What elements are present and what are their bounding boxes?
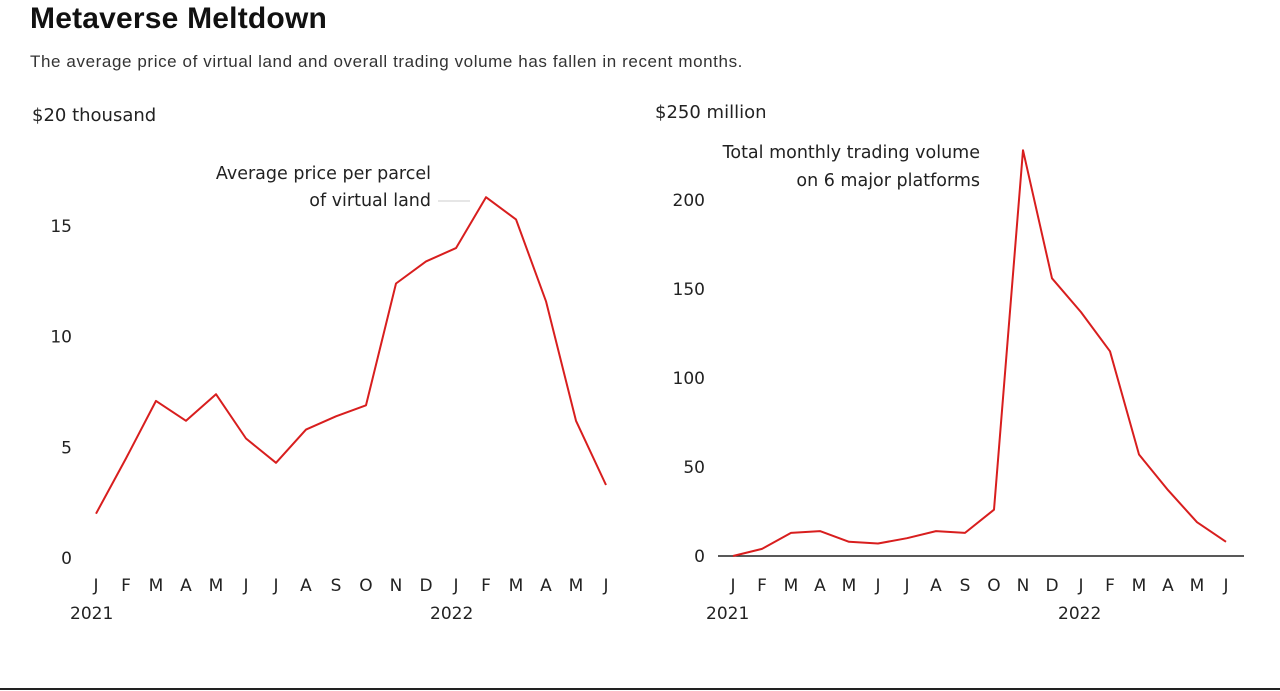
volume-ytick-150: 150 bbox=[673, 280, 705, 300]
price-ytick-10: 10 bbox=[50, 328, 72, 348]
volume-xtick-16: M bbox=[1190, 576, 1205, 596]
volume-annotation-line1: Total monthly trading volume bbox=[722, 143, 980, 163]
volume-year-2022: 2022 bbox=[1058, 604, 1101, 624]
volume-xtick-7: A bbox=[930, 576, 942, 596]
price-y-axis: 15 10 5 0 bbox=[50, 217, 72, 569]
volume-series-line bbox=[732, 149, 1227, 557]
price-xtick-6: J bbox=[272, 576, 278, 596]
price-xtick-7: A bbox=[300, 576, 312, 596]
price-xtick-0: J bbox=[92, 576, 98, 596]
volume-xtick-8: S bbox=[960, 576, 971, 596]
price-ytick-5: 5 bbox=[61, 438, 72, 458]
volume-xtick-3: A bbox=[814, 576, 826, 596]
volume-xtick-15: A bbox=[1162, 576, 1174, 596]
price-year-2022: 2022 bbox=[430, 604, 473, 624]
volume-xtick-12: J bbox=[1077, 576, 1083, 596]
price-xtick-14: M bbox=[509, 576, 524, 596]
volume-ytick-100: 100 bbox=[673, 369, 705, 389]
price-top-label: $20 thousand bbox=[32, 105, 156, 126]
price-series-line bbox=[95, 196, 607, 515]
volume-ytick-0: 0 bbox=[694, 547, 705, 567]
volume-year-2021: 2021 bbox=[706, 604, 749, 624]
price-ytick-0: 0 bbox=[61, 549, 72, 569]
volume-y-axis: 200 150 100 50 0 bbox=[673, 191, 705, 567]
price-annotation-line2: of virtual land bbox=[309, 191, 431, 211]
price-chart: $20 thousand Average price per parcel of… bbox=[32, 105, 609, 624]
price-xtick-11: D bbox=[419, 576, 432, 596]
volume-xtick-9: O bbox=[987, 576, 1000, 596]
price-xtick-8: S bbox=[331, 576, 342, 596]
volume-xtick-0: J bbox=[729, 576, 735, 596]
price-annotation-line1: Average price per parcel bbox=[216, 164, 431, 184]
price-xtick-10: N bbox=[390, 576, 403, 596]
volume-xtick-5: J bbox=[874, 576, 880, 596]
price-xtick-2: M bbox=[149, 576, 164, 596]
price-xtick-4: M bbox=[209, 576, 224, 596]
volume-xtick-4: M bbox=[842, 576, 857, 596]
price-ytick-15: 15 bbox=[50, 217, 72, 237]
bottom-rule bbox=[0, 688, 1280, 690]
price-xtick-5: J bbox=[242, 576, 248, 596]
volume-top-label: $250 million bbox=[655, 102, 767, 123]
price-xtick-12: J bbox=[452, 576, 458, 596]
price-xtick-1: F bbox=[121, 576, 131, 596]
volume-ytick-50: 50 bbox=[683, 458, 705, 478]
volume-chart: $250 million Total monthly trading volum… bbox=[655, 102, 1244, 624]
price-year-2021: 2021 bbox=[70, 604, 113, 624]
volume-xtick-14: M bbox=[1132, 576, 1147, 596]
price-xtick-9: O bbox=[359, 576, 372, 596]
price-xtick-13: F bbox=[481, 576, 491, 596]
price-xtick-17: J bbox=[602, 576, 608, 596]
volume-xtick-10: N bbox=[1017, 576, 1030, 596]
volume-xtick-2: M bbox=[784, 576, 799, 596]
volume-xtick-17: J bbox=[1222, 576, 1228, 596]
volume-annotation-line2: on 6 major platforms bbox=[796, 171, 980, 191]
price-xtick-16: M bbox=[569, 576, 584, 596]
volume-ytick-200: 200 bbox=[673, 191, 705, 211]
volume-xtick-6: J bbox=[903, 576, 909, 596]
chart-subtitle: The average price of virtual land and ov… bbox=[30, 52, 743, 71]
volume-xtick-11: D bbox=[1045, 576, 1058, 596]
volume-xtick-1: F bbox=[757, 576, 767, 596]
price-xtick-3: A bbox=[180, 576, 192, 596]
chart-title: Metaverse Meltdown bbox=[30, 2, 328, 35]
volume-xtick-13: F bbox=[1105, 576, 1115, 596]
price-xtick-15: A bbox=[540, 576, 552, 596]
